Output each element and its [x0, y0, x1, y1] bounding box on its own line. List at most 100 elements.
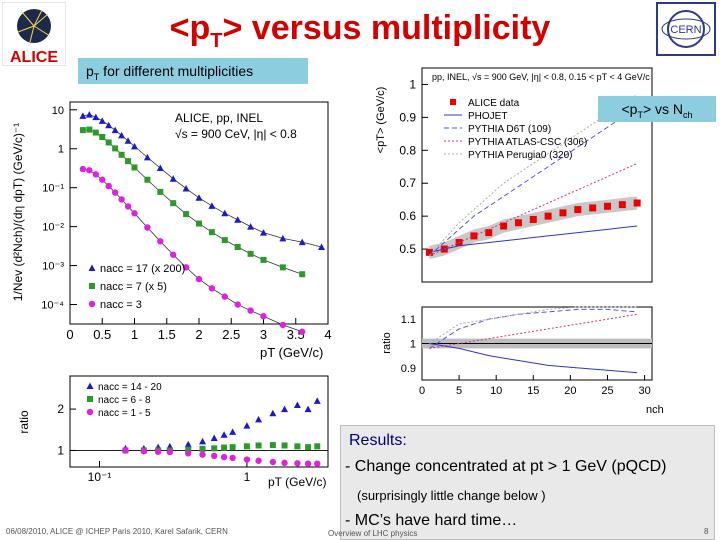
meanpt-ratio-y-tick-label: 0.9 — [401, 363, 416, 375]
spectra-panel: 0 0.5 1 1.5 2 2.5 3 3.5 4 10 1 10⁻¹ 10⁻² 10⁻³ 10⁻⁴ pT (… — [0, 92, 335, 362]
alice-logo-text: ALICE — [10, 49, 58, 66]
ratio-point — [154, 448, 162, 455]
ratio-y-tick-label: 1 — [57, 443, 64, 457]
ratio-point — [304, 405, 312, 413]
meanpt-ratio-x-tick-label: 30 — [638, 385, 650, 397]
page-number: 8 — [704, 527, 709, 536]
ratio-legend-label: nacc = 14 - 20 — [98, 382, 162, 393]
results-line-2: (surprisingly little change below ) — [357, 488, 546, 503]
meanpt-data-point — [618, 201, 626, 209]
spectra-point — [169, 175, 177, 182]
spectra-point — [79, 112, 87, 119]
spectra-point — [86, 167, 93, 174]
spectra-point — [196, 220, 202, 227]
ratio-point — [243, 456, 251, 463]
spectra-ratio-panel: 10⁻¹ 1 2 1 ratio pT (GeV/c) nacc = 14 - 20 nacc… — [0, 372, 335, 497]
ratio-point — [229, 454, 236, 462]
spectra-title: ALICE, pp, INEL — [175, 111, 263, 125]
meanpt-ratio-x-axis-label: nch — [646, 404, 664, 416]
spectra-point — [85, 111, 93, 118]
spectra-point — [299, 328, 306, 335]
results-line-3: - MC’s have hard time… — [345, 512, 518, 529]
meanpt-data-point — [574, 206, 582, 214]
spectra-legend-marker — [89, 283, 95, 289]
meanpt-data-point — [633, 199, 641, 207]
spectra-x-tick-label: 2.5 — [222, 327, 240, 342]
meanpt-label-box: <pT> vs Nch — [598, 96, 716, 122]
spectra-y-tick-label: 10⁻² — [42, 222, 64, 234]
ratio-y-tick-label: 2 — [57, 402, 64, 416]
spectra-point — [144, 176, 151, 183]
meanpt-ratio-x-tick-label: 20 — [564, 385, 576, 397]
spectra-point — [318, 243, 326, 250]
ratio-point — [220, 431, 228, 438]
spectra-x-tick-label: 1 — [131, 327, 138, 342]
meanpt-ratio-panel: 1.1 1 0.9 ratio 0 5 10 15 20 25 30 nch — [370, 305, 720, 420]
ratio-point — [269, 442, 276, 449]
spectra-point — [195, 194, 203, 201]
spectra-legend-label: nacc = 3 — [100, 299, 142, 311]
spectra-point — [118, 196, 125, 203]
spectra-point — [157, 238, 164, 245]
ratio-point — [211, 452, 218, 460]
meanpt-y-tick-label: 0.6 — [399, 209, 416, 223]
spectra-point — [170, 251, 177, 258]
spectra-y-tick-label: 10⁻¹ — [42, 183, 64, 195]
ratio-point — [314, 443, 321, 450]
ratio-point — [269, 409, 277, 417]
ratio-point — [304, 460, 312, 467]
spectra-point — [105, 182, 112, 190]
ratio-point — [314, 460, 321, 467]
ratio-point — [185, 446, 192, 453]
ratio-point — [184, 440, 192, 448]
ratio-legend-marker — [86, 408, 94, 416]
meanpt-ratio-y-tick-label: 1 — [410, 339, 416, 351]
spectra-point — [247, 223, 255, 230]
spectra-point — [157, 188, 164, 195]
meanpt-data-point — [500, 222, 508, 230]
ratio-frame — [69, 375, 329, 468]
spectra-x-axis-label: pT (GeV/c) — [260, 345, 323, 360]
ratio-point — [199, 451, 206, 458]
spectra-x-tick-label: 3 — [260, 327, 267, 342]
spectra-point — [118, 131, 126, 139]
meanpt-legend-label: PHOJET — [468, 111, 507, 122]
meanpt-y-tick-label: 0.9 — [399, 110, 416, 124]
spectra-point — [124, 203, 132, 210]
spectra-y-tick-label: 10⁻⁴ — [41, 300, 64, 312]
meanpt-ratio-x-tick-label: 5 — [456, 385, 462, 397]
ratio-x-tick-label: 1 — [244, 470, 251, 484]
spectra-y-tick-label: 1 — [58, 144, 64, 156]
spectra-x-tick-label: 0.5 — [93, 327, 111, 342]
results-line-1: - Change concentrated at pt > 1 GeV (pQC… — [345, 458, 667, 475]
spectra-fit-curve — [82, 114, 322, 248]
results-box: Results: - Change concentrated at pt > 1… — [340, 425, 715, 540]
spectra-legend-marker — [88, 300, 96, 308]
ratio-legend-label: nacc = 1 - 5 — [98, 408, 151, 419]
spectra-x-tick-label: 0 — [66, 327, 73, 342]
meanpt-ratio-y-axis-label: ratio — [381, 332, 393, 353]
spectra-point — [260, 313, 267, 320]
ratio-point — [185, 450, 192, 457]
spectra-point — [111, 189, 119, 196]
meanpt-legend-label: PYTHIA ATLAS-CSC (306) — [468, 137, 587, 148]
spectra-point — [182, 185, 190, 192]
spectra-point — [131, 142, 138, 150]
spectra-ratio-chart: 10⁻¹ 1 2 1 ratio pT (GeV/c) nacc = 14 - 20 nacc… — [17, 375, 329, 489]
ratio-y-axis-label: ratio — [17, 410, 31, 434]
meanpt-legend-label: PYTHIA Perugia0 (320) — [468, 150, 573, 161]
subtitle-box: pT for different multiplicities — [78, 58, 308, 84]
spectra-point — [208, 229, 215, 236]
meanpt-ratio-x-tick-label: 25 — [601, 385, 613, 397]
spectra-point — [234, 216, 242, 223]
meanpt-legend-marker — [450, 99, 456, 105]
meanpt-data-point — [589, 204, 597, 212]
spectra-point — [112, 145, 119, 152]
ratio-point — [243, 422, 251, 429]
meanpt-ratio-y-tick-label: 1.1 — [401, 314, 416, 326]
spectra-point — [260, 229, 267, 236]
spectra-point — [182, 264, 190, 271]
spectra-point — [195, 275, 203, 283]
spectra-point — [221, 293, 228, 300]
